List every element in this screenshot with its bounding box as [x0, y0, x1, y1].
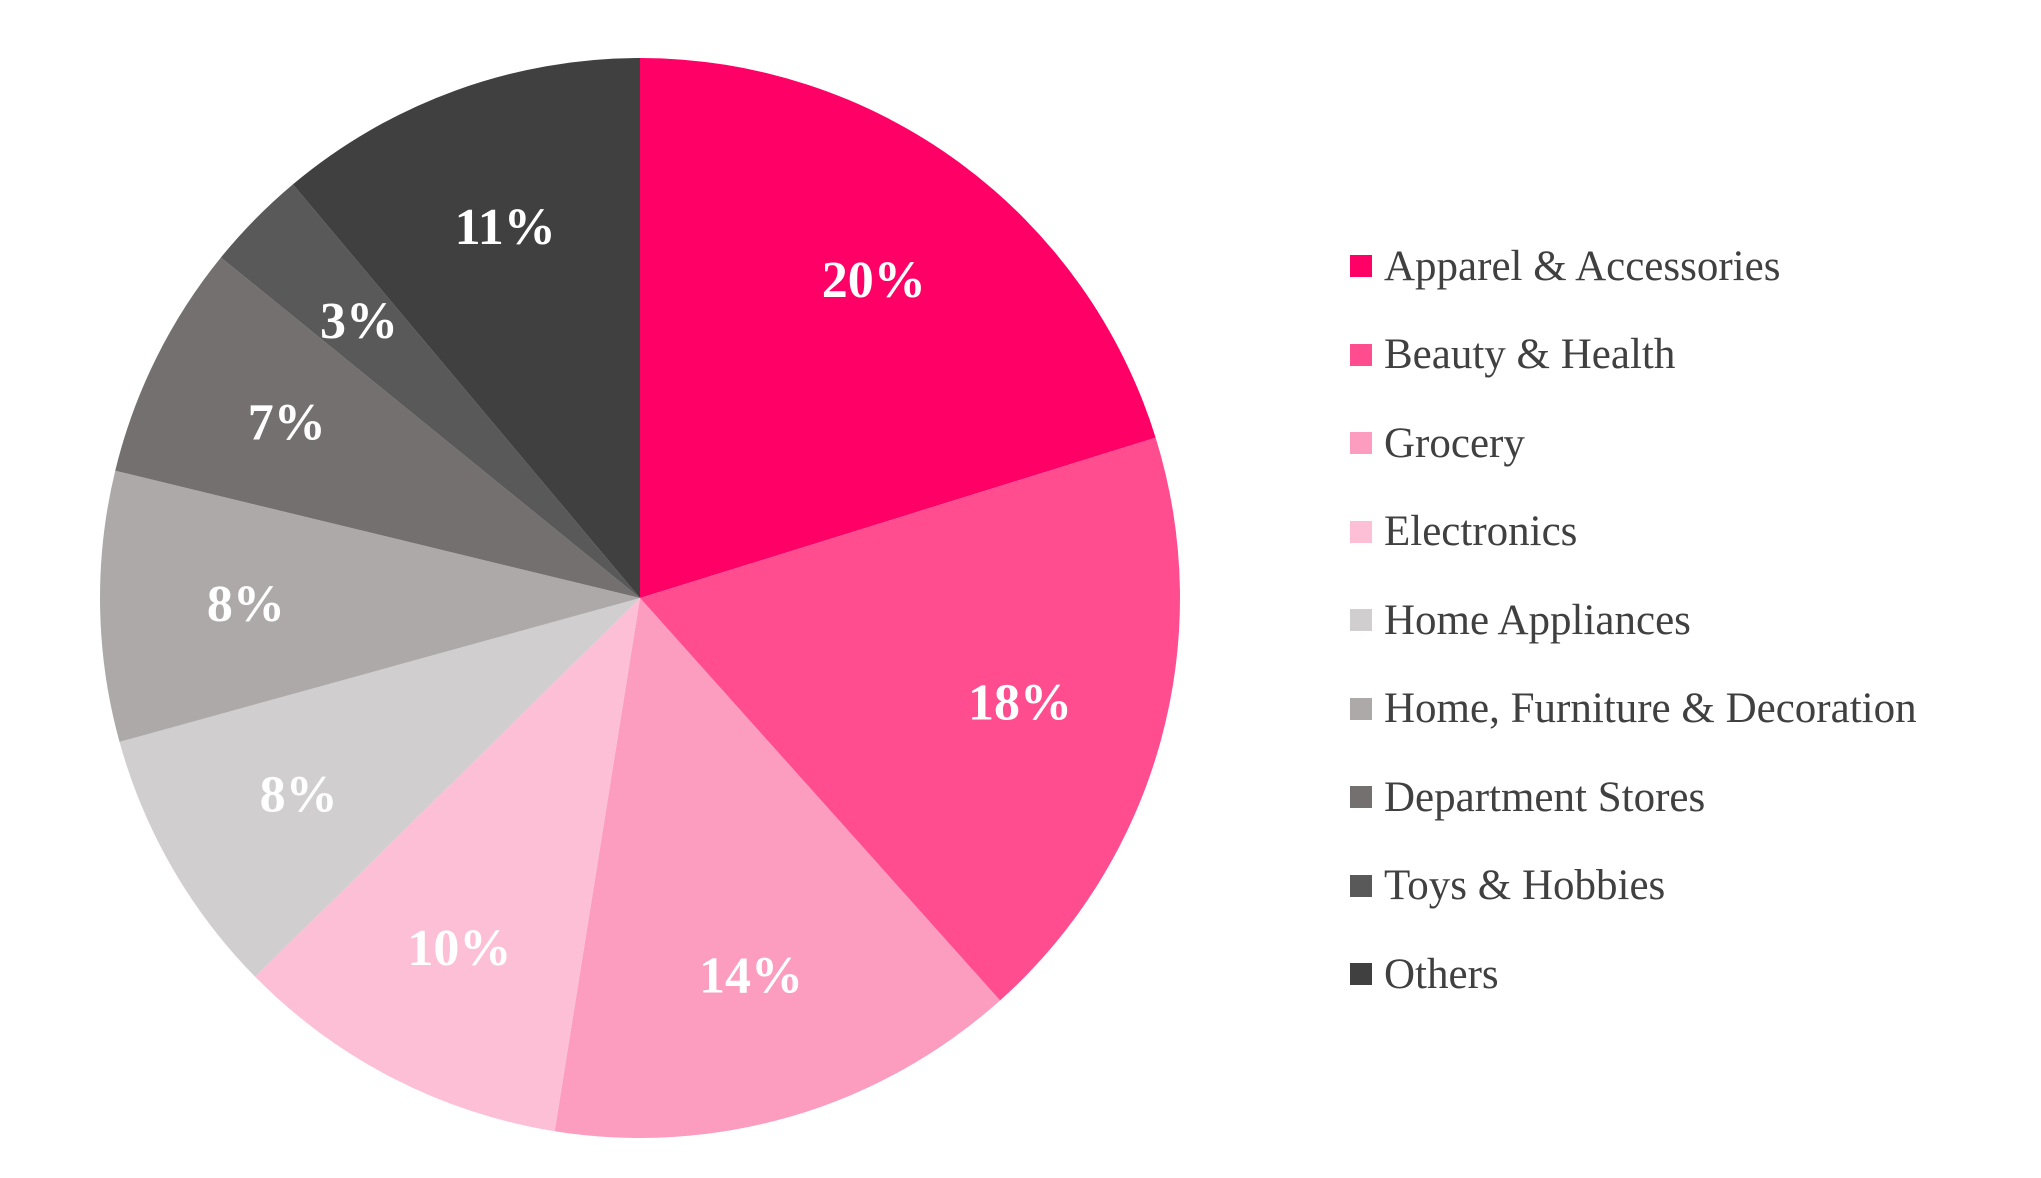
legend-swatch — [1350, 609, 1372, 632]
legend-swatch — [1350, 255, 1372, 278]
pie-slices — [100, 57, 1180, 1138]
data-label-3: 14% — [699, 948, 803, 1005]
legend-item: Electronics — [1350, 488, 1917, 577]
legend-label: Apparel & Accessories — [1384, 242, 1781, 290]
pie-slice-5 — [119, 598, 640, 977]
pie-slice-7 — [115, 257, 641, 598]
data-label-9: 11% — [455, 199, 556, 256]
legend-swatch — [1350, 963, 1372, 986]
legend-item: Home, Furniture & Decoration — [1350, 665, 1917, 754]
data-label-6: 8% — [207, 576, 285, 633]
legend-item: Department Stores — [1350, 753, 1917, 842]
pie-data-labels: 20% 18% 14% 10% 8% 8% 7% 3% 11% — [207, 199, 1072, 1005]
legend-label: Others — [1384, 950, 1499, 998]
pie-slice-3 — [554, 598, 1001, 1138]
legend-label: Department Stores — [1384, 773, 1706, 821]
legend-swatch — [1350, 343, 1372, 366]
data-label-8: 3% — [320, 293, 398, 350]
legend-swatch — [1350, 697, 1372, 720]
legend-item: Others — [1350, 930, 1917, 1019]
pie-slice-2 — [640, 437, 1180, 1001]
data-label-4: 10% — [407, 920, 511, 977]
legend-item: Grocery — [1350, 399, 1917, 488]
data-label-5: 8% — [260, 767, 338, 824]
legend-item: Beauty & Health — [1350, 311, 1917, 400]
legend-label: Beauty & Health — [1384, 331, 1676, 379]
legend-label: Grocery — [1384, 419, 1525, 467]
legend-label: Electronics — [1384, 508, 1578, 556]
legend-item: Apparel & Accessories — [1350, 222, 1917, 311]
legend-label: Home, Furniture & Decoration — [1384, 685, 1917, 733]
data-label-1: 20% — [822, 252, 926, 309]
chart-legend: Apparel & Accessories Beauty & Health Groc… — [1350, 222, 1917, 1019]
legend-swatch — [1350, 874, 1372, 897]
pie-slice-8 — [220, 184, 640, 598]
data-label-2: 18% — [968, 675, 1072, 732]
legend-label: Toys & Hobbies — [1384, 862, 1666, 910]
legend-label: Home Appliances — [1384, 596, 1691, 644]
legend-swatch — [1350, 432, 1372, 455]
legend-swatch — [1350, 786, 1372, 809]
legend-item: Home Appliances — [1350, 576, 1917, 665]
legend-item: Toys & Hobbies — [1350, 842, 1917, 931]
pie-slice-6 — [100, 470, 640, 742]
pie-slice-4 — [255, 598, 640, 1132]
data-label-7: 7% — [248, 394, 326, 451]
legend-swatch — [1350, 520, 1372, 543]
pie-slice-1 — [640, 58, 1156, 598]
pie-slice-9 — [292, 57, 640, 598]
